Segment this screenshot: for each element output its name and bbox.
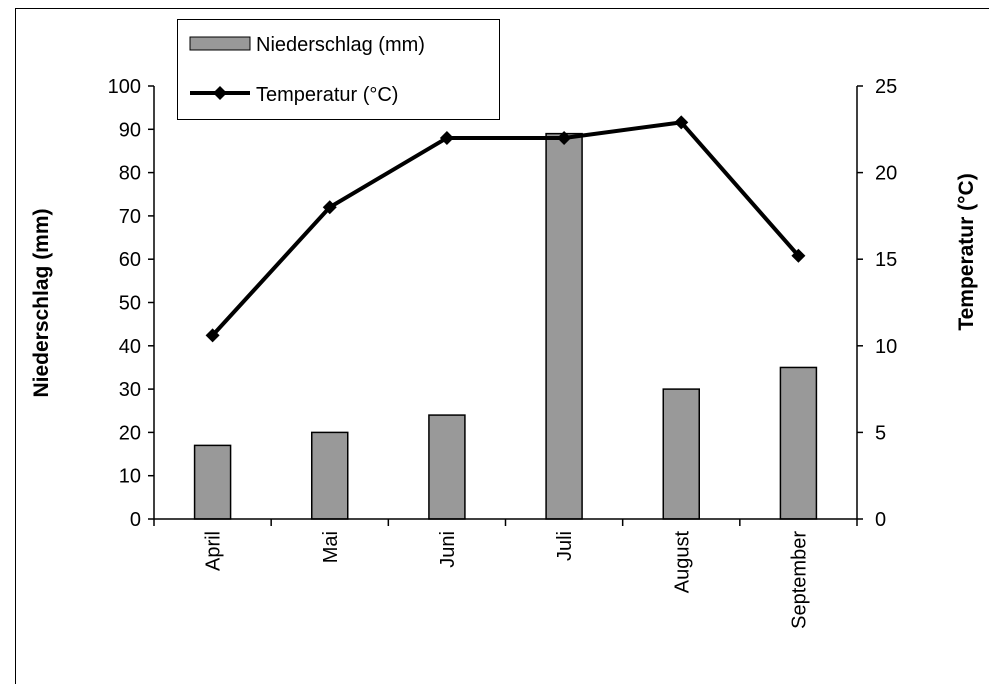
- y-tick-label-left: 40: [119, 336, 141, 358]
- y-tick-label-left: 30: [119, 379, 141, 401]
- line-layer: [206, 115, 806, 342]
- x-tick-label-april: April: [203, 531, 225, 571]
- legend-label-niederschlag: Niederschlag (mm): [256, 34, 425, 56]
- bar-juni: [429, 415, 465, 519]
- y-tick-label-right: 15: [875, 249, 897, 271]
- legend: Niederschlag (mm) Temperatur (°C): [178, 20, 500, 120]
- y-tick-label-left: 70: [119, 206, 141, 228]
- y-tick-label-left: 60: [119, 249, 141, 271]
- y-tick-label-left: 10: [119, 466, 141, 488]
- bars-layer: [195, 134, 817, 519]
- temperature-line: [213, 122, 799, 335]
- y-axis-title-right: Temperatur (°C): [955, 173, 978, 330]
- bar-mai: [312, 432, 348, 519]
- bar-juli: [546, 134, 582, 519]
- legend-bar-swatch: [190, 37, 250, 50]
- y-tick-label-right: 25: [875, 76, 897, 98]
- y-tick-label-left: 90: [119, 119, 141, 141]
- x-tick-label-juni: Juni: [437, 531, 459, 568]
- bar-april: [195, 445, 231, 519]
- y-axis-title-left: Niederschlag (mm): [30, 208, 53, 397]
- x-tick-label-august: August: [671, 531, 693, 594]
- legend-label-temperatur: Temperatur (°C): [256, 84, 398, 106]
- y-tick-label-left: 0: [130, 509, 141, 531]
- x-tick-label-juli: Juli: [554, 531, 576, 561]
- y-tick-label-left: 80: [119, 163, 141, 185]
- axes-layer: [148, 86, 863, 526]
- y-tick-label-right: 10: [875, 336, 897, 358]
- y-tick-label-left: 20: [119, 422, 141, 444]
- y-tick-label-left: 50: [119, 293, 141, 315]
- labels-layer: 0 10 20 30 40 50 60 70 80 90 100 0 5 10 15 20 25 April Mai…: [108, 76, 898, 629]
- y-tick-label-right: 5: [875, 422, 886, 444]
- y-tick-label-right: 0: [875, 509, 886, 531]
- bar-september: [780, 367, 816, 519]
- x-tick-label-mai: Mai: [320, 531, 342, 563]
- y-tick-label-right: 20: [875, 163, 897, 185]
- x-tick-label-september: September: [788, 531, 810, 629]
- chart-frame: [16, 9, 989, 685]
- y-tick-label-left: 100: [108, 76, 141, 98]
- bar-august: [663, 389, 699, 519]
